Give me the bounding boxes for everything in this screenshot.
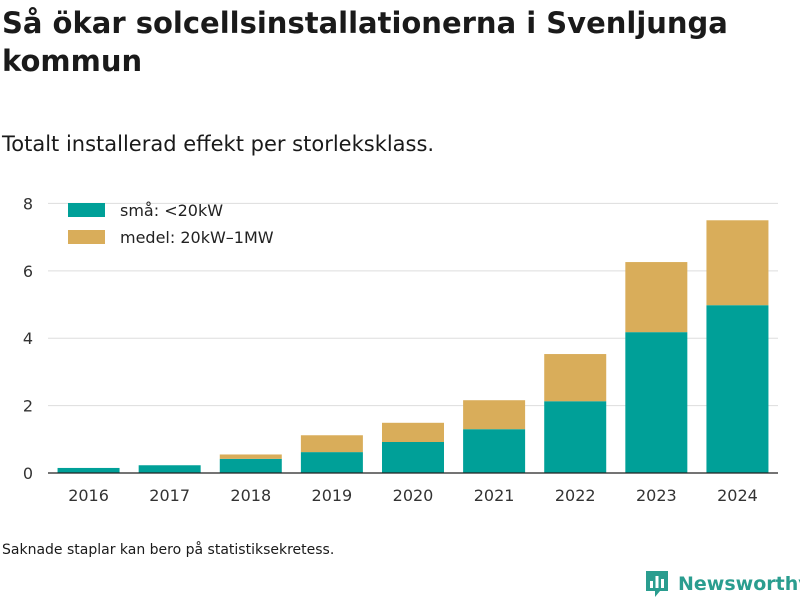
x-tick-label: 2022 [555, 486, 596, 505]
x-tick-label: 2017 [149, 486, 190, 505]
y-tick-label: 0 [23, 464, 33, 483]
y-tick-label: 8 [23, 194, 33, 213]
bar-segment [544, 401, 607, 473]
legend-label: medel: 20kW–1MW [120, 228, 274, 247]
x-tick-label: 2024 [717, 486, 758, 505]
bar-segment [463, 429, 526, 473]
bar-segment [544, 354, 607, 402]
x-tick-label: 2019 [312, 486, 353, 505]
legend-label: små: <20kW [120, 201, 223, 220]
y-tick-label: 2 [23, 397, 33, 416]
brand-name: Newsworthy [678, 573, 800, 595]
chart-subtitle: Totalt installerad effekt per storlekskl… [2, 132, 435, 156]
bar-segment [300, 435, 363, 453]
x-tick-label: 2016 [68, 486, 109, 505]
newsworthy-logo-icon [646, 571, 668, 597]
bar-segment [706, 220, 769, 306]
bar-segment [382, 422, 444, 442]
bar-segment [57, 467, 120, 473]
bar-segment [382, 441, 444, 473]
legend-swatch [68, 230, 105, 244]
y-tick-label: 6 [23, 262, 33, 281]
x-tick-label: 2020 [393, 486, 434, 505]
chart-title: Så ökar solcellsinstallationerna i Svenl… [2, 6, 728, 78]
bar-segment [625, 332, 688, 473]
bar-segment [463, 400, 526, 430]
axes: 0 2 4 6 8 2016 2017 2018 2019 2020 2021 2022 2023 202… [23, 194, 778, 505]
bar-segment [706, 305, 769, 473]
y-tick-label: 4 [23, 329, 33, 348]
bar-segment [219, 458, 282, 473]
bar-segment [625, 262, 688, 333]
x-tick-label: 2018 [230, 486, 271, 505]
bar-segment [219, 454, 282, 459]
legend-swatch [68, 203, 105, 217]
bar-segment [138, 465, 201, 473]
footnote: Saknade staplar kan bero på statistiksek… [2, 542, 335, 558]
x-tick-label: 2021 [474, 486, 515, 505]
brand: Newsworthy [644, 569, 800, 599]
legend: små: <20kW medel: 20kW–1MW [68, 201, 274, 247]
bars [57, 220, 769, 473]
bar-segment [300, 452, 363, 473]
x-tick-label: 2023 [636, 486, 677, 505]
